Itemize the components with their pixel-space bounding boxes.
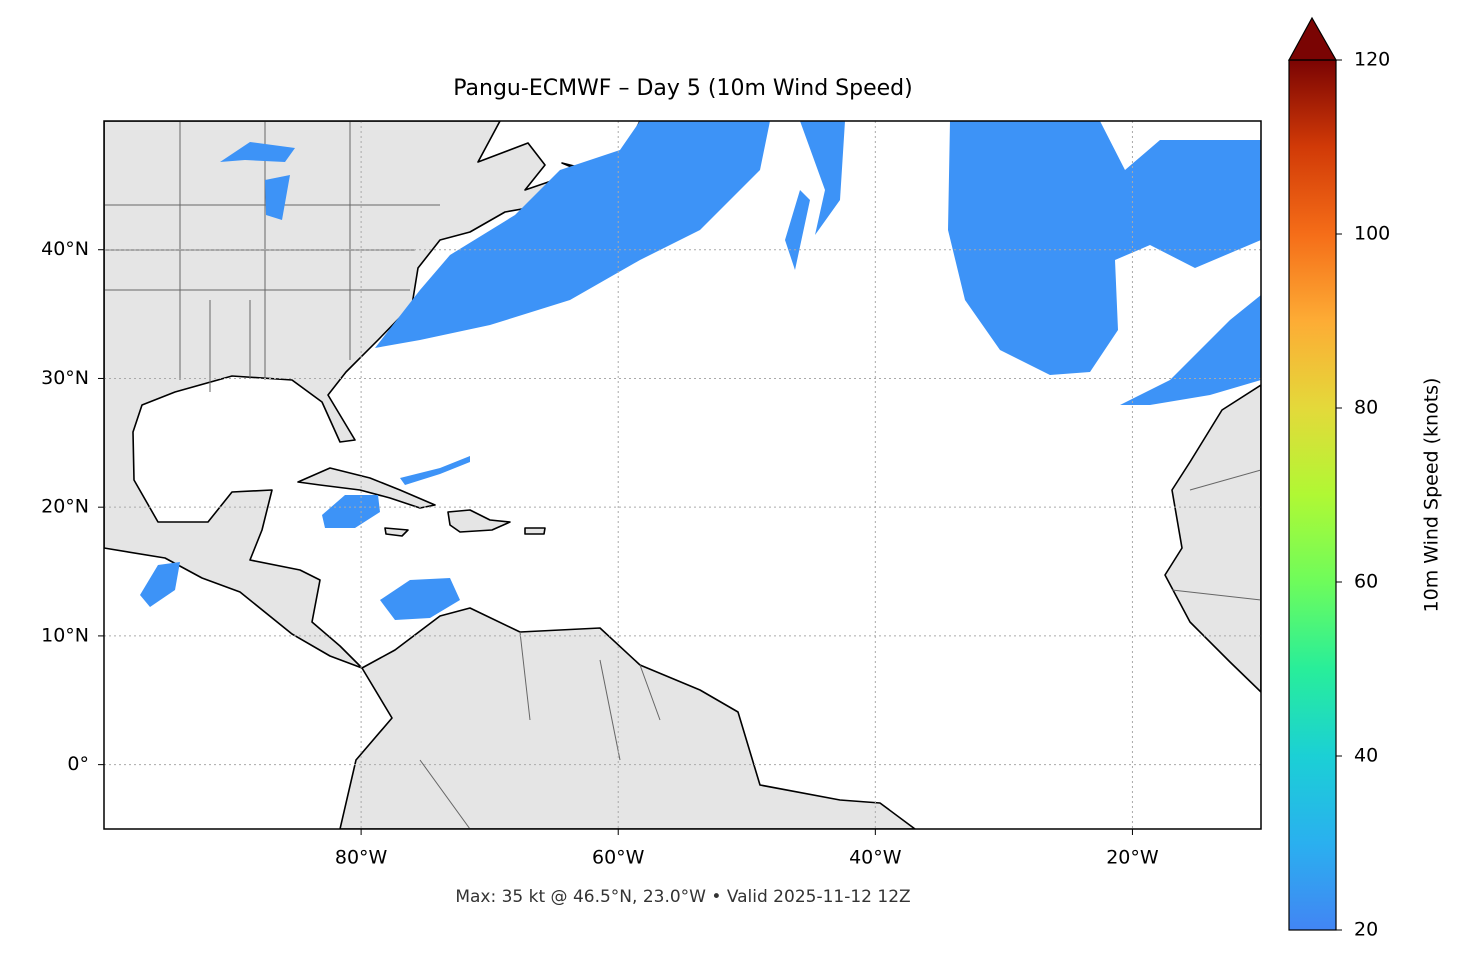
y-tick-label: 10°N xyxy=(41,624,89,646)
colorbar-tick-label: 120 xyxy=(1354,49,1390,71)
title: Pangu-ECMWF – Day 5 (10m Wind Speed) xyxy=(453,76,912,101)
colorbar xyxy=(1289,60,1336,930)
colorbar-label: 10m Wind Speed (knots) xyxy=(1421,378,1443,613)
map-frame xyxy=(103,120,1262,830)
colorbar-extend xyxy=(1287,16,1338,61)
puerto-rico xyxy=(524,527,546,535)
cuba xyxy=(297,467,436,509)
colorbar-tick-label: 20 xyxy=(1354,919,1378,941)
wind-area xyxy=(785,121,845,270)
colorbar-tick-label: 80 xyxy=(1354,397,1378,419)
y-tick-label: 20°N xyxy=(41,496,89,518)
y-tick-label: 40°N xyxy=(41,238,89,260)
x-tick-label: 80°W xyxy=(335,847,388,869)
colorbar-tick-label: 100 xyxy=(1354,223,1390,245)
wind-area xyxy=(948,121,1261,375)
wind-area xyxy=(1120,295,1261,405)
y-tick-label: 0° xyxy=(67,753,89,775)
wind-area xyxy=(380,578,460,620)
map-area xyxy=(104,121,1261,829)
north-america xyxy=(104,121,721,669)
wind-area xyxy=(220,142,295,220)
colorbar-frame xyxy=(1288,59,1337,931)
colorbar-tick-label: 40 xyxy=(1354,745,1378,767)
x-tick-label: 20°W xyxy=(1106,847,1159,869)
wind-area xyxy=(375,121,770,348)
note: Max: 35 kt @ 46.5°N, 23.0°W • Valid 2025… xyxy=(455,887,910,907)
africa xyxy=(1164,384,1261,693)
wind-area xyxy=(140,562,180,607)
y-tick-label: 30°N xyxy=(41,367,89,389)
x-tick-label: 40°W xyxy=(849,847,902,869)
jamaica xyxy=(384,527,409,537)
gridlines xyxy=(104,121,1261,829)
x-tick-label: 60°W xyxy=(592,847,645,869)
wind-area xyxy=(400,456,470,485)
hispaniola xyxy=(447,509,511,533)
south-america xyxy=(339,607,916,829)
wind-area xyxy=(322,495,380,528)
colorbar-tick-label: 60 xyxy=(1354,571,1378,593)
